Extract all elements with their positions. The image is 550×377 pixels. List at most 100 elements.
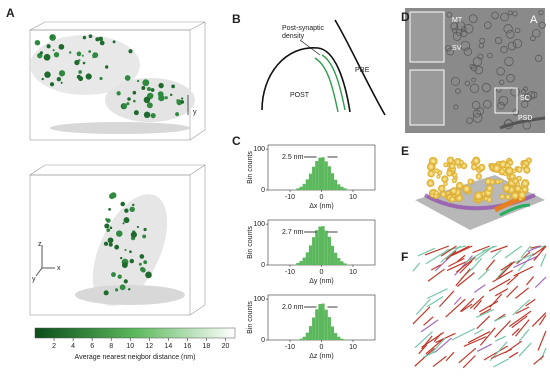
filament [414,347,435,367]
x-tick-label: -10 [285,269,295,276]
filament [515,287,530,299]
vesicle [433,190,439,196]
vesicle [499,79,505,85]
label: PSD [518,115,532,122]
filament [420,319,439,333]
histogram-bar [327,166,331,190]
synapse-diagram [261,19,386,116]
histogram-bar [305,332,309,340]
y-tick-label: 0 [261,187,265,194]
filament [438,290,455,308]
x-axis-label: Δy (nm) [309,278,334,285]
cluster [133,110,139,116]
filament [533,355,545,365]
vesicle [455,181,464,190]
vesicle [495,179,501,185]
cluster [145,271,152,279]
x-tick-label: 0 [320,269,324,276]
cluster [50,35,54,39]
filament [426,295,444,308]
filament [445,245,466,251]
vesicle [504,56,514,67]
vesicle [426,179,435,188]
histogram-bar [296,188,300,190]
cluster [123,217,130,224]
filament [538,314,547,326]
histogram-bar [302,183,306,190]
vesicle [512,109,520,116]
filament [430,264,442,271]
histogram-bar [318,304,322,340]
filament [476,308,495,318]
filament [476,343,492,352]
filament [456,272,475,287]
cluster [120,201,126,207]
x-tick-label: -10 [285,194,295,201]
roi-box [494,87,518,114]
vesicle [430,193,435,198]
axis-label: x [57,265,61,272]
filament [506,274,519,286]
histogram-bar [315,309,319,340]
vesicle [494,36,503,45]
panel-label: D [401,10,410,24]
filaments [412,245,547,369]
filament [531,312,547,327]
cluster [114,288,119,292]
vesicle [534,54,543,63]
filament [412,306,431,325]
vesicle [486,184,494,192]
cluster [58,70,66,77]
vesicle [471,100,481,110]
filament [540,253,547,267]
colorbar-tick-label: 4 [71,343,75,350]
vesicle [475,173,483,180]
vesicle [446,169,453,177]
vesicle [460,40,471,51]
vesicle [450,22,459,31]
cluster [124,208,129,213]
vesicle [500,12,509,22]
filament [455,256,476,273]
vesicle [483,21,492,30]
panel-label: E [401,144,409,158]
vesicle [491,11,499,20]
colorbar-tick-label: 2 [52,343,56,350]
filament [525,298,536,307]
vesicle [464,80,471,87]
vesicle [512,177,519,185]
cluster [124,248,127,251]
histogram-bar [312,166,316,190]
vesicle [526,91,536,100]
colorbar-tick-label: 8 [109,343,113,350]
histogram-bar [302,336,306,340]
cluster [44,71,51,78]
filament [537,330,547,351]
cluster [58,43,65,50]
cluster [108,208,111,211]
vesicle [507,10,513,16]
cluster [175,112,180,117]
filament [448,257,465,267]
filament [467,331,491,344]
histogram-bar [343,263,347,265]
vesicle [478,163,486,172]
x-tick-label: 10 [349,269,357,276]
histogram-bar [299,260,303,265]
cluster [143,96,151,104]
histogram-bar [302,257,306,265]
vesicle [467,178,474,185]
histogram-bar [312,237,316,265]
cluster [124,75,131,81]
cluster [46,44,51,49]
filament [425,338,444,355]
cluster [121,262,128,268]
cluster [56,77,62,82]
filament [498,260,515,279]
vesicle [538,9,544,16]
vesicle [507,41,517,51]
vesicle [441,175,449,183]
histogram-bar [318,226,322,265]
cluster [109,193,115,200]
